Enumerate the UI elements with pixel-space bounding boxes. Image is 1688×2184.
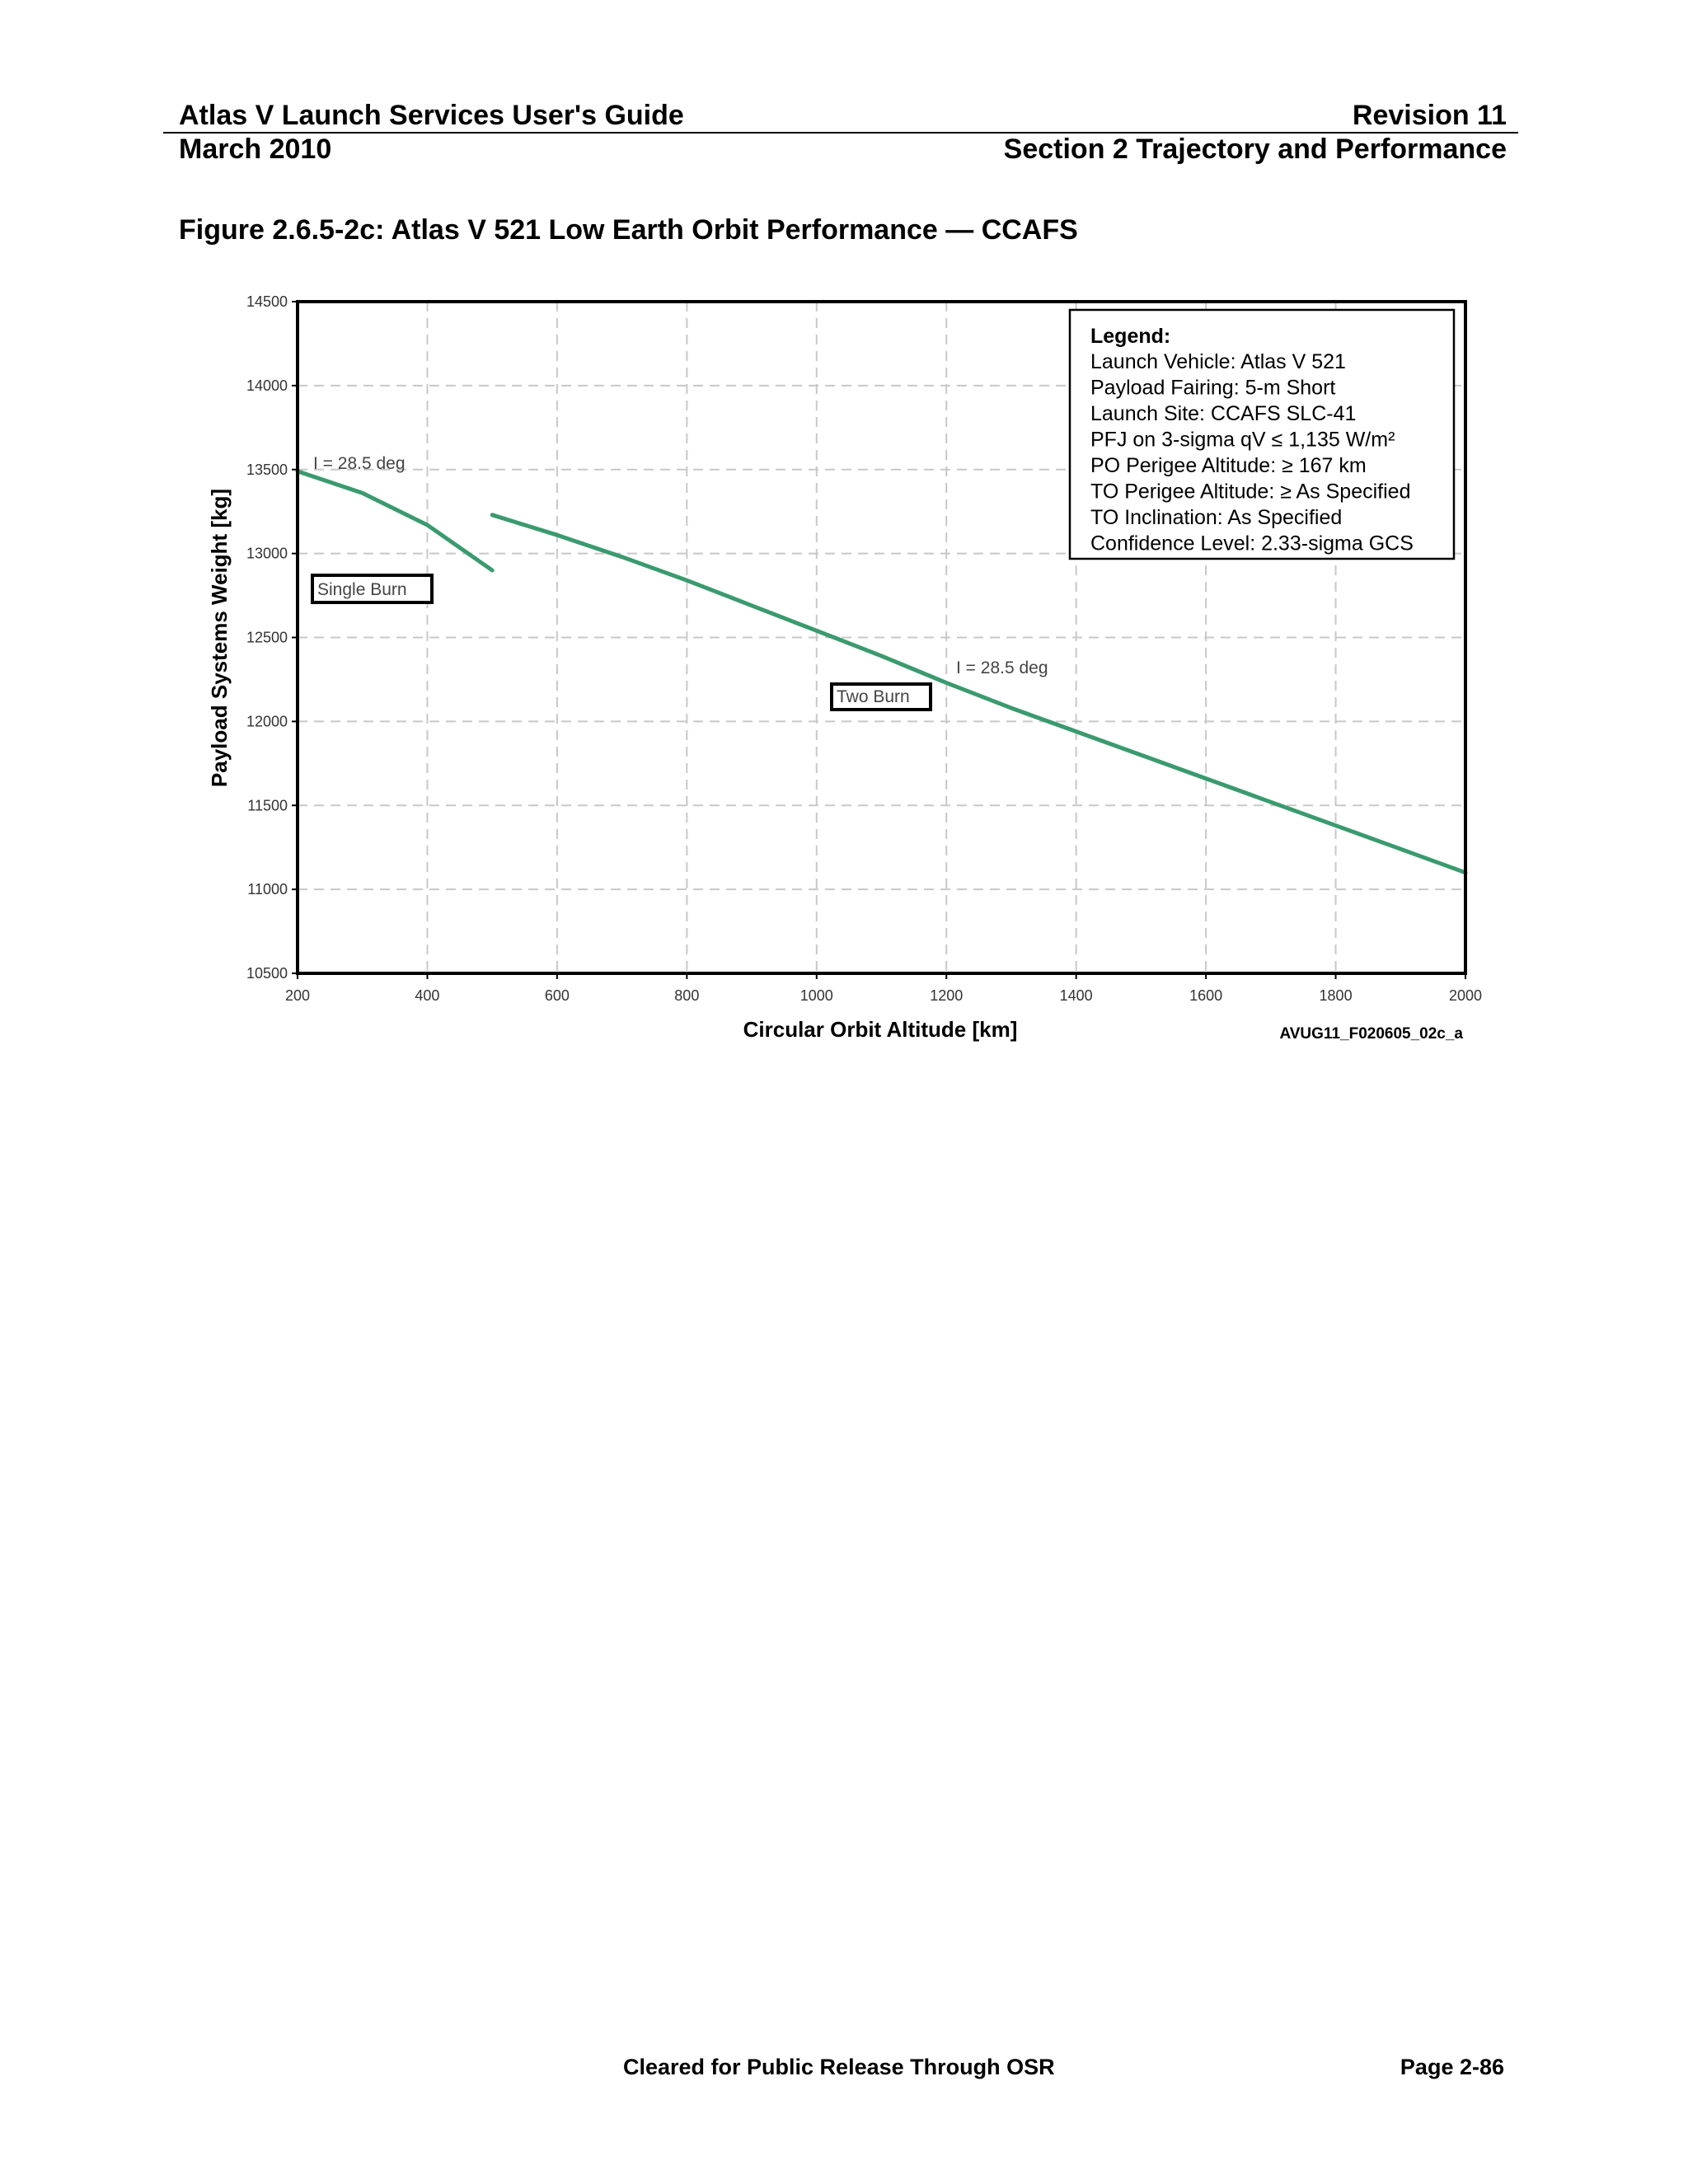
header-rule — [163, 132, 1518, 134]
series-label-single-burn: Single Burn — [317, 580, 407, 599]
figure-id: AVUG11_F020605_02c_a — [1279, 1025, 1463, 1043]
legend-title: Legend: — [1090, 325, 1170, 348]
chart-annotations: I = 28.5 deg Single Burn I = 28.5 deg Two B… — [311, 454, 1048, 711]
y-tick-label: 13000 — [246, 546, 288, 562]
x-tick-label: 1600 — [1189, 987, 1222, 1004]
y-tick-label: 12000 — [246, 713, 288, 729]
y-tick-label: 12500 — [246, 630, 288, 646]
section-title: Section 2 Trajectory and Performance — [1003, 134, 1507, 165]
series-line-two-burn — [490, 513, 1468, 875]
series-line-single-burn — [295, 469, 495, 573]
legend-entry: Payload Fairing: 5-m Short — [1090, 377, 1335, 400]
legend-box — [1068, 308, 1456, 560]
x-tick-label: 1200 — [930, 987, 963, 1004]
x-tick-label: 200 — [285, 987, 310, 1004]
legend-entry: TO Inclination: As Specified — [1090, 506, 1342, 529]
y-tick-label: 13500 — [246, 462, 288, 478]
x-tick-label: 800 — [674, 987, 699, 1004]
revision-label: Revision 11 — [1352, 100, 1507, 131]
x-tick-label: 1000 — [800, 987, 833, 1004]
y-axis-label: Payload Systems Weight [kg] — [207, 489, 232, 787]
footer-release-note: Cleared for Public Release Through OSR — [623, 2055, 1055, 2079]
y-tick-label: 11000 — [247, 881, 288, 898]
y-tick-label: 14000 — [246, 377, 288, 394]
x-axis-label: Circular Orbit Altitude [km] — [743, 1017, 1018, 1042]
document-title: Atlas V Launch Services User's Guide — [179, 100, 684, 131]
y-tick-label: 10500 — [246, 965, 288, 982]
y-tick-label: 11500 — [247, 797, 288, 813]
performance-chart: 200 400 600 800 1000 1200 1400 1600 1800 2000 1050… — [207, 293, 1482, 1043]
x-tick-label: 1400 — [1060, 987, 1093, 1004]
chart-legend: Legend:Launch Vehicle: Atlas V 521 Payloa… — [1068, 308, 1456, 560]
x-tick-label: 400 — [415, 987, 439, 1004]
x-tick-label: 600 — [545, 987, 570, 1004]
legend-entry: TO Perigee Altitude: ≥ As Specified — [1090, 480, 1410, 504]
series-label-box-two-burn — [830, 682, 932, 711]
series-label-box-single-burn — [311, 574, 434, 604]
legend-entry: Launch Site: CCAFS SLC-41 — [1090, 402, 1356, 425]
figure-caption: Figure 2.6.5-2c: Atlas V 521 Low Earth O… — [179, 214, 1078, 246]
legend-entry: PFJ on 3-sigma qV ≤ 1,135 W/m² — [1090, 429, 1395, 452]
inclination-label-two-burn: I = 28.5 deg — [956, 658, 1048, 677]
axis-ticks: 200 400 600 800 1000 1200 1400 1600 1800 2000 1050… — [246, 293, 1482, 1004]
document-date: March 2010 — [179, 134, 332, 165]
inclination-label-single-burn: I = 28.5 deg — [313, 454, 406, 473]
legend-entry: PO Perigee Altitude: ≥ 167 km — [1090, 454, 1367, 477]
page-number: Page 2-86 — [1400, 2055, 1504, 2079]
legend-entry: Launch Vehicle: Atlas V 521 — [1090, 350, 1346, 373]
chart-series — [295, 469, 1468, 875]
legend-entry: Confidence Level: 2.33-sigma GCS — [1090, 532, 1414, 555]
series-label-two-burn: Two Burn — [837, 687, 910, 706]
x-tick-label: 2000 — [1449, 987, 1482, 1004]
x-tick-label: 1800 — [1320, 987, 1353, 1004]
y-tick-label: 14500 — [246, 293, 288, 310]
